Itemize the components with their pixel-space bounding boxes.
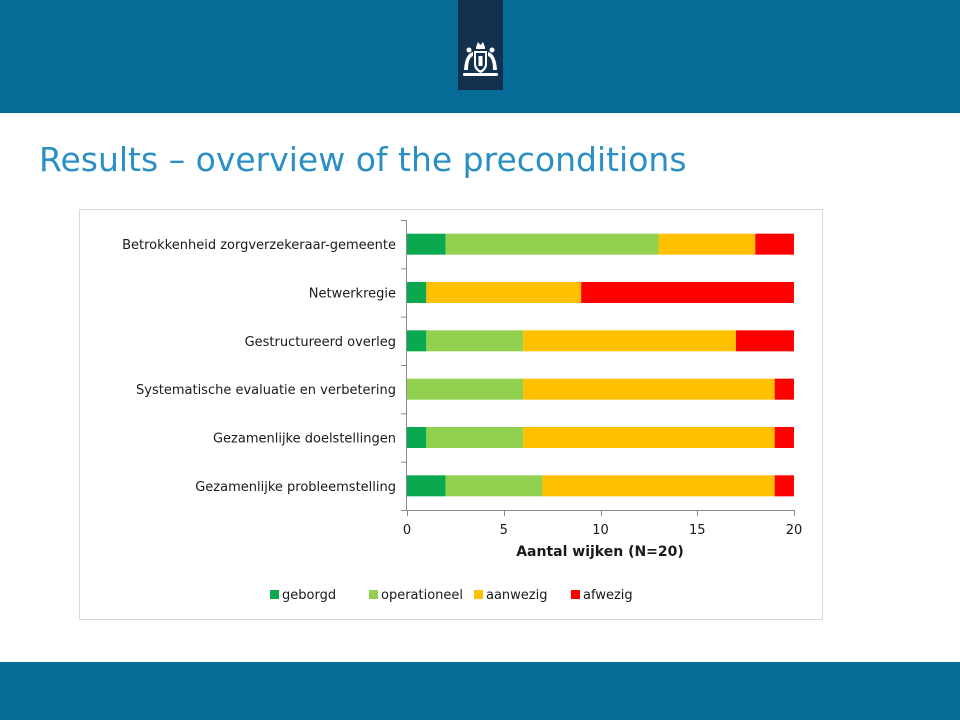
bar-segment-operationeel (445, 233, 659, 255)
bar-segment-operationeel (445, 475, 543, 497)
legend-label: aanwezig (486, 588, 548, 603)
x-tick-label: 5 (500, 523, 508, 538)
legend-swatch-operationeel (369, 590, 378, 599)
legend-swatch-geborgd (270, 590, 279, 599)
legend-label: operationeel (381, 588, 463, 603)
bar-segment-afwezig (735, 330, 794, 352)
bar-segment-afwezig (755, 233, 794, 255)
coat-of-arms-icon (463, 42, 498, 76)
bar-segment-afwezig (774, 475, 794, 497)
header-bar (0, 0, 960, 113)
stacked-bar-chart: 0 5 10 15 20 Betrokkenheid zorgverzekeraar-g… (122, 220, 802, 603)
bar-segment-afwezig (774, 378, 794, 400)
bar-segment-operationeel (426, 330, 524, 352)
category-label: Betrokkenheid zorgverzekeraar-gemeente (122, 238, 396, 253)
category-label: Netwerkregie (309, 287, 396, 302)
bar-segment-operationeel (426, 427, 524, 448)
bar-segment-afwezig (774, 427, 794, 448)
footer-bar (0, 662, 960, 720)
chart-frame: 0 5 10 15 20 Betrokkenheid zorgverzekeraar-g… (79, 209, 823, 620)
bar-segment-geborgd (407, 233, 446, 255)
bar-segment-afwezig (581, 282, 794, 303)
bar-segment-aanwezig (658, 233, 756, 255)
x-tick-label: 10 (592, 523, 609, 538)
x-tick-label: 20 (786, 523, 803, 538)
category-label: Gestructureerd overleg (245, 335, 396, 350)
x-ticks-layer: 0 5 10 15 20 (403, 510, 802, 538)
bar-segment-geborgd (407, 427, 427, 448)
y-ticks-layer (401, 220, 407, 511)
bar-segment-aanwezig (523, 427, 775, 448)
x-tick-label: 15 (689, 523, 706, 538)
category-label: Gezamenlijke probleemstelling (195, 480, 396, 495)
legend-swatch-afwezig (571, 590, 580, 599)
category-label: Gezamenlijke doelstellingen (213, 432, 396, 447)
bar-segment-geborgd (407, 475, 446, 497)
bar-segment-geborgd (407, 330, 427, 352)
bar-segment-aanwezig (542, 475, 775, 497)
page-title: Results – overview of the preconditions (39, 140, 687, 179)
bar-segment-operationeel (407, 378, 524, 400)
bar-segment-geborgd (407, 282, 427, 303)
legend-label: geborgd (282, 588, 336, 603)
bars-layer (407, 233, 794, 497)
legend-swatch-aanwezig (474, 590, 483, 599)
legend-label: afwezig (583, 588, 633, 603)
bar-segment-aanwezig (426, 282, 582, 303)
bar-segment-aanwezig (523, 378, 775, 400)
legend: geborgd operationeel aanwezig afwezig (270, 588, 633, 603)
logo (458, 0, 503, 90)
category-labels-layer: Betrokkenheid zorgverzekeraar-gemeente Ne… (122, 238, 396, 495)
x-axis-title: Aantal wijken (N=20) (516, 544, 684, 560)
x-tick-label: 0 (403, 523, 411, 538)
bar-segment-aanwezig (523, 330, 736, 352)
category-label: Systematische evaluatie en verbetering (136, 383, 396, 398)
